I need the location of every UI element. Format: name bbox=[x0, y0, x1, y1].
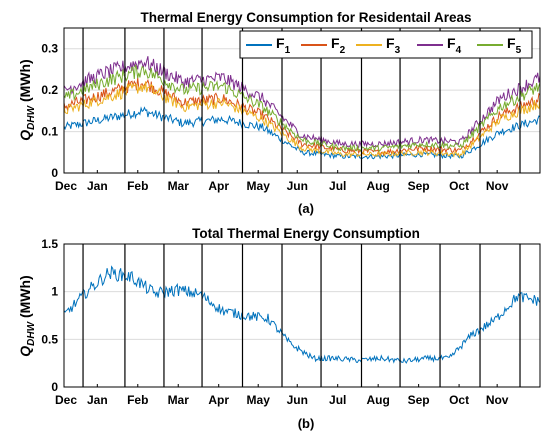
legend-label-f3: F3 bbox=[386, 35, 401, 56]
legend-entry-f2: F2 bbox=[301, 35, 346, 56]
chart-b-month-lines bbox=[82, 244, 521, 387]
chart-b-y-axis-label: QDHW (MWh) bbox=[17, 275, 37, 356]
x-tick-label: Apr bbox=[208, 179, 229, 193]
chart-a-x-ticks: Dec Jan Feb Mar Apr May Jun Jul Aug Sep Oct Nov bbox=[55, 170, 509, 193]
x-tick-label: Feb bbox=[127, 179, 148, 193]
legend-label-f1: F1 bbox=[276, 35, 291, 56]
x-tick-label: Nov bbox=[486, 179, 509, 193]
y-tick-label: 0.5 bbox=[41, 332, 58, 346]
chart-a-series bbox=[63, 56, 541, 160]
caption-b: (b) bbox=[298, 416, 315, 431]
chart-b: Total Thermal Energy Consumption 0 0.5 1 1.… bbox=[17, 226, 541, 431]
x-tick-label: Mar bbox=[168, 179, 190, 193]
y-tick-label: 1.5 bbox=[41, 237, 58, 251]
y-tick-label: 0.2 bbox=[41, 83, 58, 97]
legend-label-f2: F2 bbox=[331, 35, 346, 56]
chart-a-legend: F1 F2 F3 F4 F5 bbox=[239, 30, 533, 59]
x-tick-label: Apr bbox=[208, 393, 229, 407]
chart-a-axes-box bbox=[63, 27, 541, 174]
y-tick-label: 0 bbox=[51, 380, 58, 394]
chart-b-series bbox=[63, 265, 541, 364]
x-tick-label: May bbox=[247, 393, 271, 407]
x-tick-label: Nov bbox=[486, 393, 509, 407]
legend-label-f4: F4 bbox=[447, 35, 462, 56]
y-tick-label: 0.3 bbox=[41, 42, 58, 56]
chart-b-y-ticks: 0 0.5 1 1.5 bbox=[41, 237, 58, 394]
series-line-total bbox=[63, 265, 541, 364]
x-tick-label: Sep bbox=[408, 393, 430, 407]
chart-a-y-ticks: 0 0.1 0.2 0.3 bbox=[41, 42, 58, 180]
chart-a: Thermal Energy Consumption for Residenta… bbox=[17, 10, 541, 216]
x-tick-label: Mar bbox=[168, 393, 190, 407]
x-tick-label: Jun bbox=[287, 179, 308, 193]
legend-entry-f4: F4 bbox=[417, 35, 462, 56]
legend-entry-f5: F5 bbox=[477, 35, 522, 56]
x-tick-label: Jan bbox=[87, 393, 108, 407]
x-tick-label: Oct bbox=[449, 179, 469, 193]
legend-entry-f1: F1 bbox=[246, 35, 291, 56]
x-tick-label: May bbox=[247, 179, 271, 193]
x-tick-label: Feb bbox=[127, 393, 148, 407]
x-tick-label: Sep bbox=[408, 179, 430, 193]
x-tick-label: Oct bbox=[449, 393, 469, 407]
caption-a: (a) bbox=[298, 201, 314, 216]
series-line-f5 bbox=[63, 64, 541, 153]
x-tick-label: Jan bbox=[87, 179, 108, 193]
chart-b-axes-box bbox=[63, 243, 541, 388]
x-tick-label: Jul bbox=[329, 179, 346, 193]
x-tick-label: Jun bbox=[287, 393, 308, 407]
x-tick-label: Dec bbox=[55, 179, 77, 193]
x-tick-label: Aug bbox=[366, 179, 389, 193]
legend-entry-f3: F3 bbox=[356, 35, 401, 56]
chart-b-title: Total Thermal Energy Consumption bbox=[192, 226, 420, 241]
x-tick-label: Jul bbox=[329, 393, 346, 407]
y-tick-label: 0 bbox=[51, 166, 58, 180]
chart-a-y-axis-label: QDHW (MWh) bbox=[17, 59, 37, 140]
x-tick-label: Dec bbox=[55, 393, 77, 407]
chart-a-title: Thermal Energy Consumption for Residenta… bbox=[140, 10, 471, 25]
legend-label-f5: F5 bbox=[507, 35, 522, 56]
chart-b-x-ticks: Dec Jan Feb Mar Apr May Jun Jul Aug Sep Oct Nov bbox=[55, 384, 509, 407]
y-tick-label: 0.1 bbox=[41, 125, 58, 139]
y-tick-label: 1 bbox=[51, 285, 58, 299]
x-tick-label: Aug bbox=[366, 393, 389, 407]
series-line-f3 bbox=[63, 81, 541, 159]
